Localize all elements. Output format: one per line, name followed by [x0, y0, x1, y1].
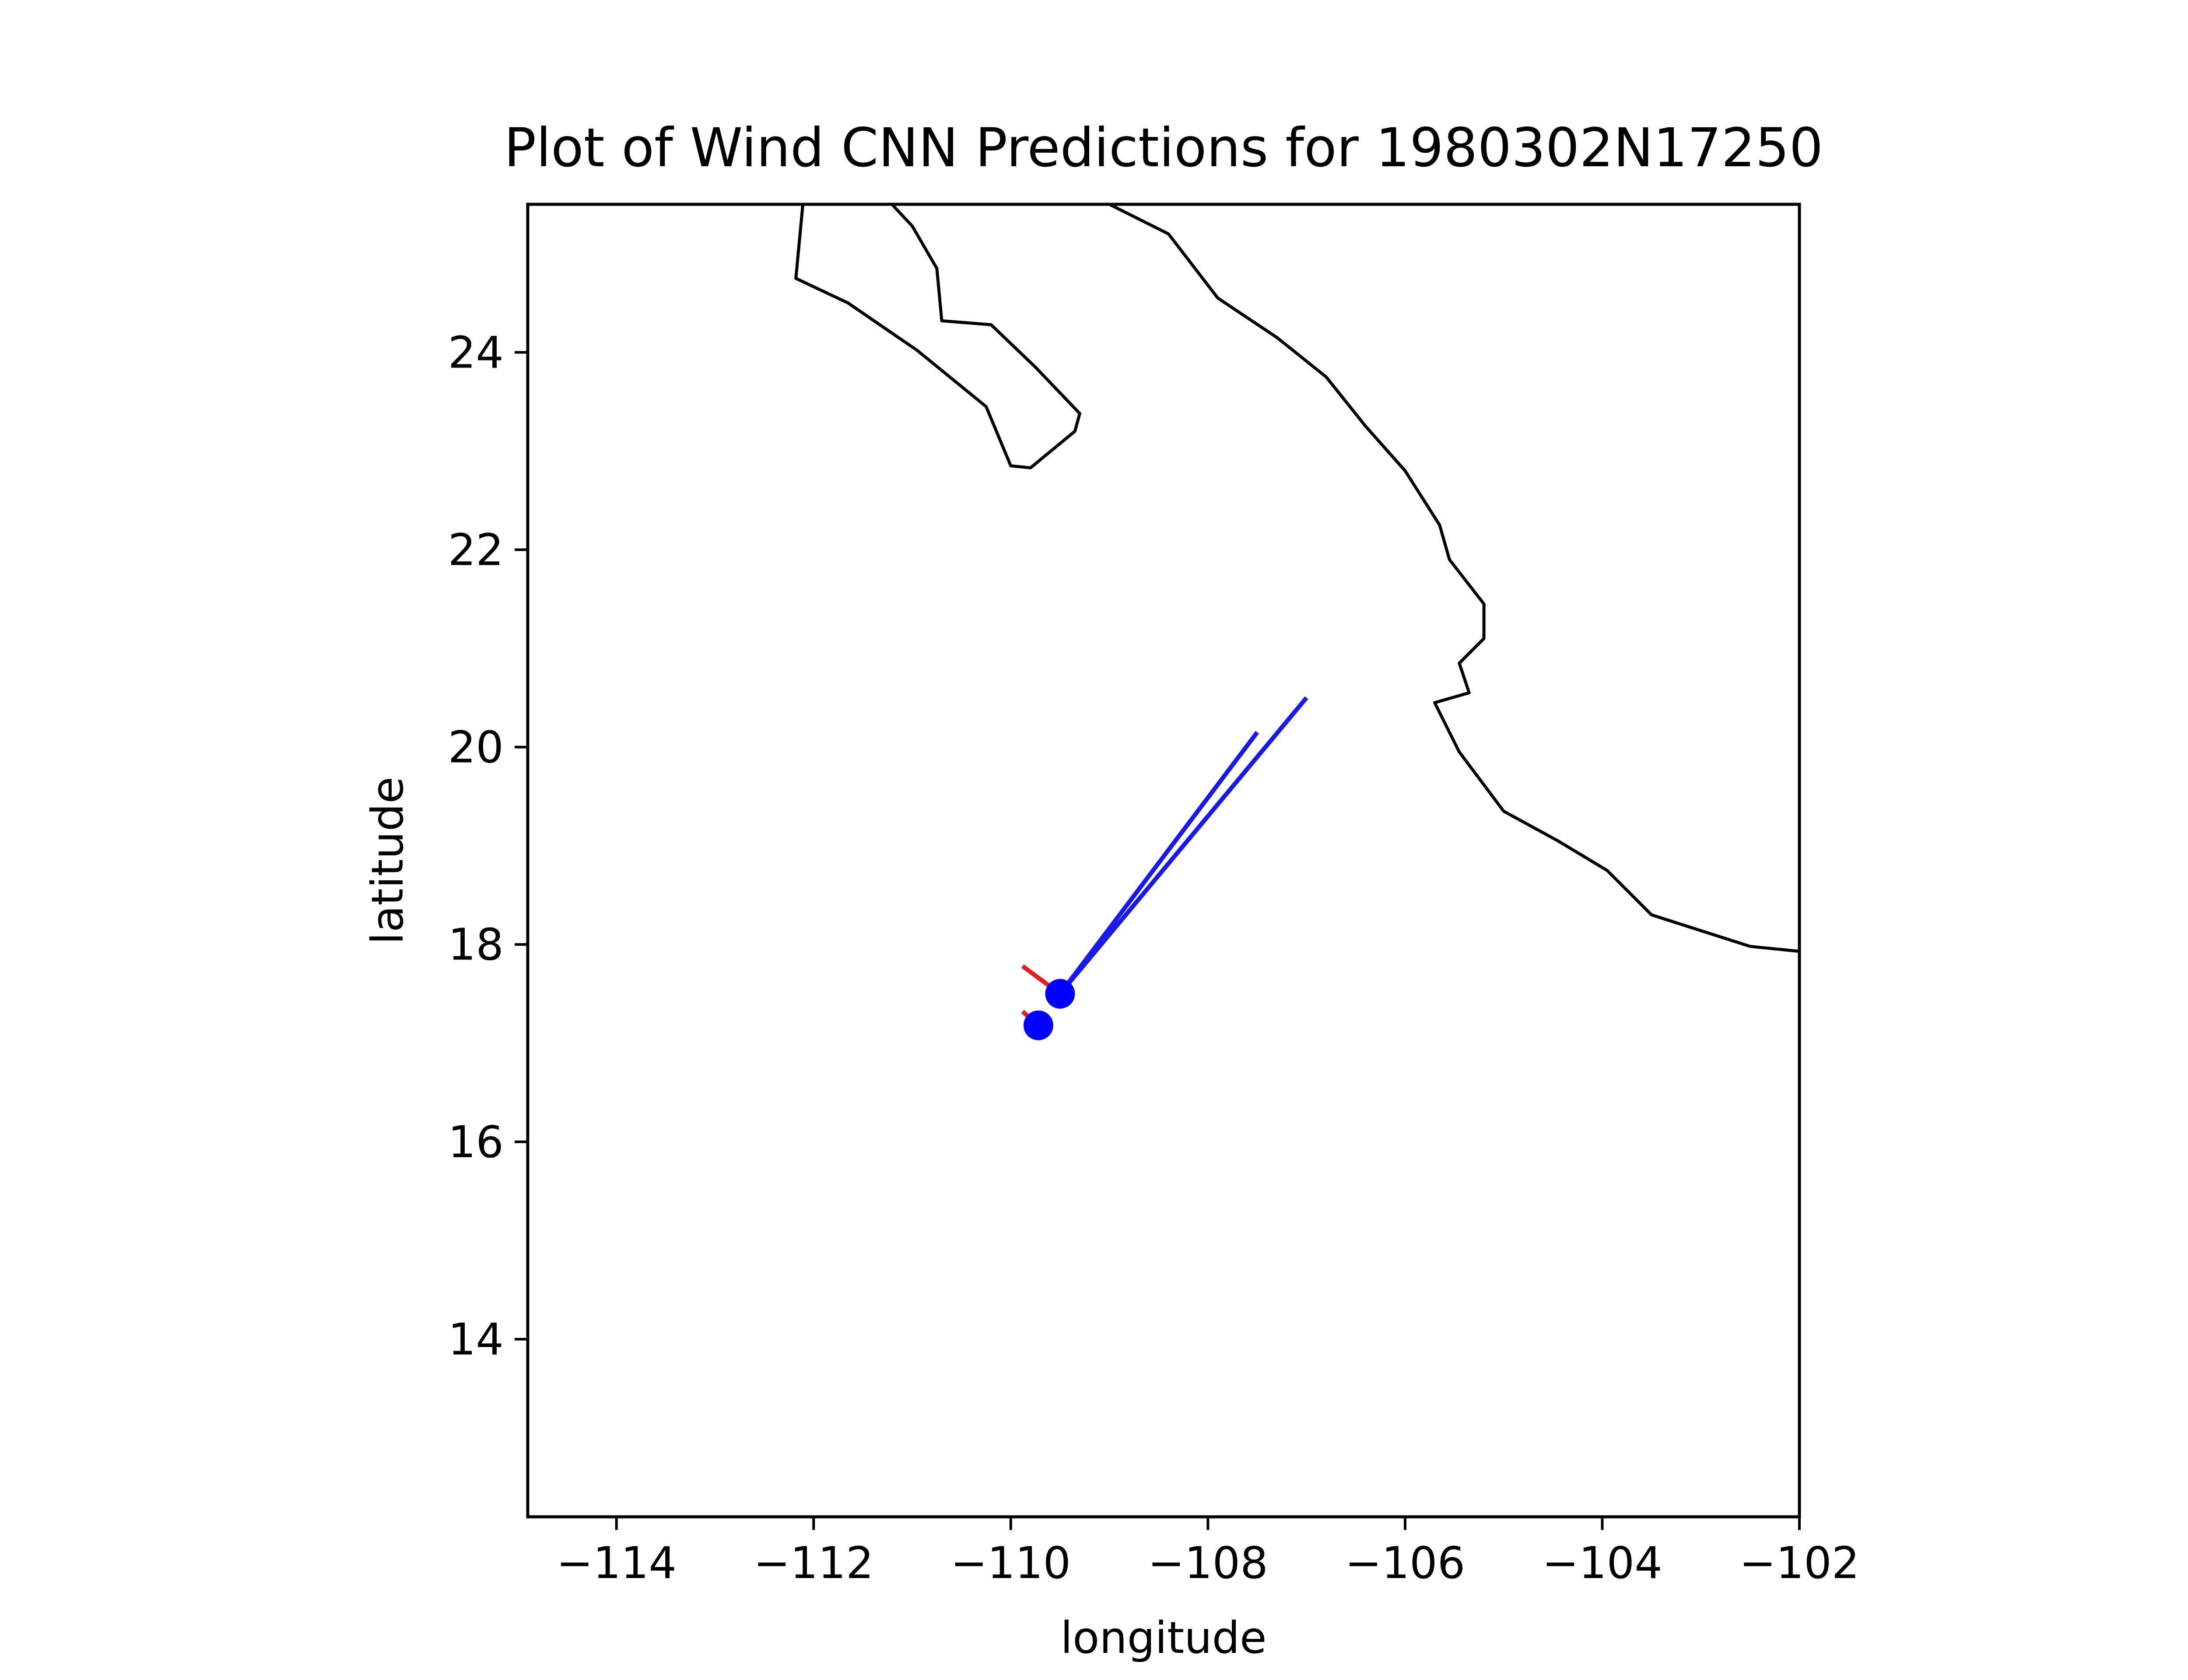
- plot-frame: [526, 203, 1801, 1519]
- coastline-layer: [794, 204, 1799, 953]
- point-layer: [1023, 979, 1075, 1040]
- x-axis-label: longitude: [1060, 1612, 1266, 1663]
- y-tick-label: 20: [448, 722, 504, 773]
- y-tick-label: 18: [448, 919, 504, 970]
- y-tick-label: 14: [448, 1314, 504, 1365]
- chart-title: Plot of Wind CNN Predictions for 1980302…: [504, 117, 1823, 179]
- blue-vector-layer: [1058, 696, 1308, 995]
- x-tick-label: −112: [754, 1537, 874, 1589]
- x-tick-label: −106: [1345, 1537, 1466, 1589]
- coastline-0: [1106, 204, 1799, 953]
- plot-area: [794, 204, 1799, 1040]
- x-tick-label: −114: [556, 1537, 677, 1589]
- x-axis: −114 −112 −110 −108 −106 −104 −102: [556, 1517, 1859, 1589]
- track-point-1: [1023, 1010, 1053, 1040]
- y-tick-label: 24: [448, 327, 504, 378]
- x-tick-label: −104: [1542, 1537, 1662, 1589]
- y-axis: 14 16 18 20 22 24: [448, 327, 528, 1365]
- y-tick-label: 22: [448, 524, 504, 575]
- x-tick-label: −102: [1739, 1537, 1860, 1589]
- blue-wind-vector-1: [1058, 696, 1308, 995]
- x-tick-label: −110: [950, 1537, 1071, 1589]
- y-tick-label: 16: [448, 1116, 504, 1168]
- coastline-1: [794, 204, 1081, 469]
- y-axis-label: latitude: [362, 777, 413, 945]
- blue-wind-vector-0: [1058, 731, 1259, 995]
- track-point-0: [1045, 979, 1075, 1009]
- x-tick-label: −108: [1148, 1537, 1268, 1589]
